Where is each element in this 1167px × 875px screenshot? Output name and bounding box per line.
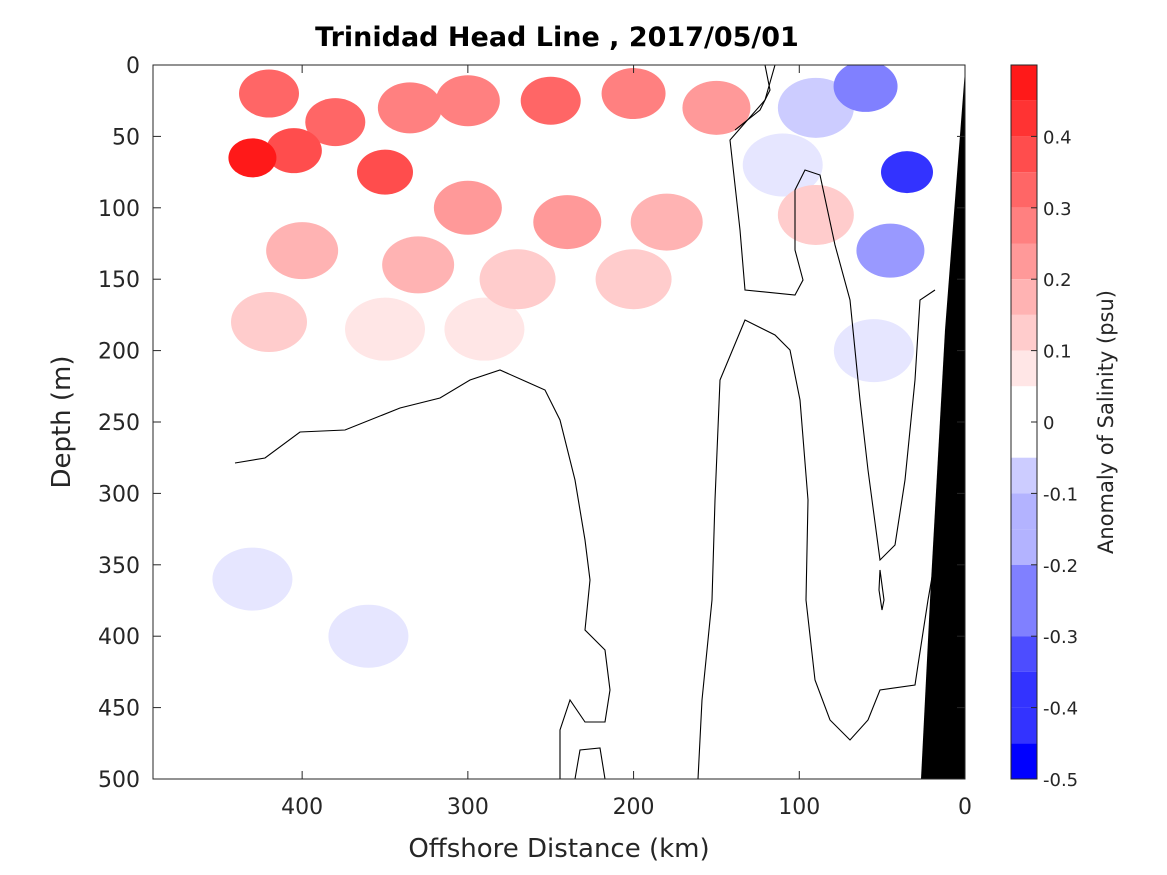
anomaly-cell [239,69,299,118]
anomaly-cell [742,133,823,197]
y-tick-label: 0 [126,54,140,79]
colorbar-swatch [1011,65,1037,101]
y-tick-label: 150 [98,268,140,293]
y-tick-label: 400 [98,625,140,650]
anomaly-cell [231,292,307,353]
anomaly-cell [444,297,525,361]
colorbar-tick-label: -0.2 [1043,556,1078,577]
x-tick-label: 400 [281,795,323,820]
colorbar-tick-label: -0.4 [1043,699,1078,720]
colorbar-swatch [1011,671,1037,708]
anomaly-cell [433,180,502,235]
anomaly-cell [533,195,602,250]
anomaly-cell [265,128,322,174]
bathymetry-seafloor [921,70,965,779]
anomaly-cell [228,138,277,178]
anomaly-cell [833,65,898,112]
zero-contour-line [878,569,885,611]
x-tick-label: 200 [613,795,655,820]
zero-contour-line [234,369,611,779]
colorbar-swatch [1011,136,1037,173]
y-tick-label: 100 [98,197,140,222]
anomaly-cell [435,75,500,127]
anomaly-cell [377,82,442,134]
x-tick-label: 300 [447,795,489,820]
anomaly-cell [630,193,703,251]
colorbar: 0.4 0.3 0.2 0.1 0 -0.1 -0.2 -0.3 -0.4 -0.5 [1010,64,1078,791]
zero-contour-line [729,65,936,562]
x-tick-label: 0 [958,795,972,820]
anomaly-cell [382,236,455,294]
y-axis: 0 50 100 150 200 250 300 350 400 450 500 [98,54,965,793]
anomaly-cell [833,319,914,383]
anomaly-cell [328,604,409,668]
colorbar-swatch [1011,172,1037,208]
colorbar-tick-label: 0 [1043,413,1054,434]
colorbar-tick-label: 0.2 [1043,270,1072,291]
colorbar-swatch [1011,386,1037,422]
y-tick-label: 350 [98,554,140,579]
y-tick-label: 300 [98,482,140,507]
colorbar-swatch [1011,279,1037,315]
colorbar-swatch [1011,243,1037,280]
y-tick-label: 250 [98,411,140,436]
colorbar-tick-label: 0.4 [1043,127,1072,148]
plot-area [153,65,965,779]
colorbar-swatch [1011,529,1037,565]
colorbar-tick-label: -0.1 [1043,484,1078,505]
anomaly-cell [682,80,751,135]
colorbar-swatch [1011,207,1037,244]
colorbar-swatch [1011,100,1037,137]
zero-contour-line [734,65,771,131]
x-tick-label: 100 [778,795,820,820]
colorbar-swatch [1011,422,1037,458]
anomaly-cell [777,184,854,245]
anomaly-cell [212,547,293,611]
colorbar-tick-label: 0.3 [1043,199,1072,220]
zero-contour-line [574,747,606,779]
anomaly-cell [345,297,425,361]
colorbar-swatch [1011,314,1037,351]
colorbar-swatch [1011,564,1037,601]
anomaly-cell [595,249,672,310]
x-axis: 400 300 200 100 0 [281,65,972,820]
anomaly-cell [856,223,925,278]
colorbar-swatch [1011,350,1037,387]
anomaly-cell [601,68,666,120]
colorbar-tick-label: 0.1 [1043,342,1072,363]
colorbar-tick-label: -0.5 [1043,770,1078,791]
anomaly-cell [479,249,556,310]
chart-title: Trinidad Head Line , 2017/05/01 [315,22,799,53]
x-axis-label: Offshore Distance (km) [408,834,709,864]
y-axis-label: Depth (m) [47,355,77,488]
colorbar-swatch [1011,493,1037,530]
y-tick-label: 500 [98,768,140,793]
salinity-anomaly-field [212,65,933,668]
colorbar-swatch [1011,600,1037,637]
colorbar-swatch [1011,457,1037,494]
anomaly-cell [305,98,366,147]
anomaly-cell [357,149,413,195]
colorbar-label: Anomaly of Salinity (psu) [1094,290,1118,554]
y-tick-label: 200 [98,340,140,365]
colorbar-swatch [1011,636,1037,672]
anomaly-cell [881,151,933,194]
anomaly-cell [520,76,581,125]
colorbar-tick-label: -0.3 [1043,627,1078,648]
y-tick-label: 450 [98,697,140,722]
colorbar-swatch [1011,707,1037,744]
colorbar-swatch [1011,743,1037,779]
anomaly-cell [266,222,339,280]
zero-contour-line [697,319,936,779]
y-tick-label: 50 [112,125,140,150]
